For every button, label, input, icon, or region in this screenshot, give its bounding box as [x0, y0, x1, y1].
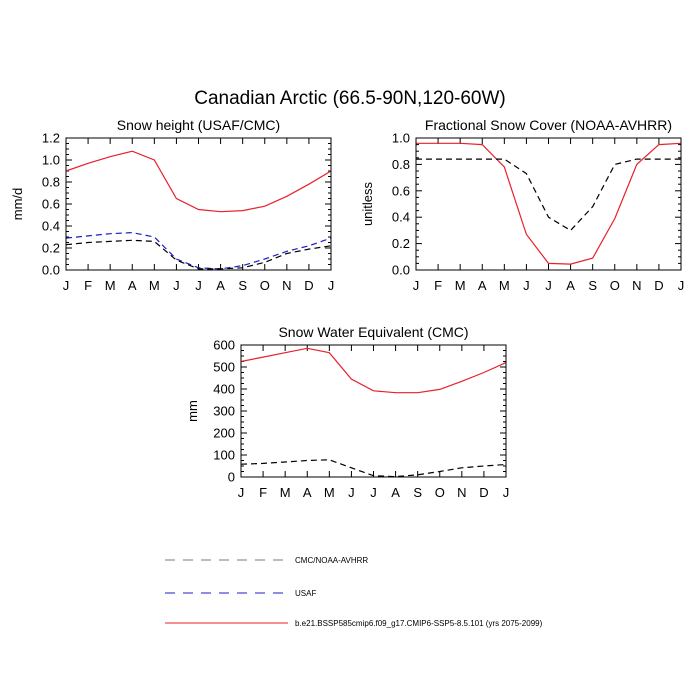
panel-snow-height: Snow height (USAF/CMC) mm/d 0.0 0.2 0.4 0.6 0.… [10, 117, 334, 293]
y-tick-label: 0.8 [42, 175, 60, 190]
x-tick-label: J [173, 278, 180, 293]
x-tick-label: D [304, 278, 313, 293]
y-tick-label: 0.4 [42, 219, 60, 234]
x-tick-label: A [566, 278, 575, 293]
y-tick-label: 0.2 [392, 236, 410, 251]
y-tick-label: 0.6 [392, 183, 410, 198]
y-tick-label: 300 [213, 404, 235, 419]
x-tick-label: J [348, 485, 355, 500]
series-line-b-e21-bssp585cmip6-f09-g [65, 150, 332, 213]
plot-frame [415, 137, 682, 271]
x-tick-label: M [499, 278, 510, 293]
x-tick-label: M [455, 278, 466, 293]
x-tick-label: F [259, 485, 267, 500]
x-tick-label: O [260, 278, 270, 293]
x-tick-label: S [588, 278, 597, 293]
x-tick-label: J [238, 485, 245, 500]
y-tick-label: 1.2 [42, 131, 60, 146]
y-tick-label: 1.0 [42, 153, 60, 168]
plot-frame [240, 344, 507, 478]
x-tick-label: S [238, 278, 247, 293]
panel-fractional-snow-cover: Fractional Snow Cover (NOAA-AVHRR) unitle… [360, 117, 684, 293]
x-tick-label: J [503, 485, 510, 500]
x-tick-label: M [105, 278, 116, 293]
x-tick-label: F [84, 278, 92, 293]
x-tick-label: J [370, 485, 377, 500]
legend: CMC/NOAA-AVHRR USAF b.e21.BSSP585cmip6.f09… [165, 556, 543, 628]
x-tick-label: A [128, 278, 137, 293]
x-tick-label: A [391, 485, 400, 500]
x-tick-label: M [280, 485, 291, 500]
x-tick-label: A [478, 278, 487, 293]
figure-title: Canadian Arctic (66.5-90N,120-60W) [194, 88, 506, 109]
x-tick-label: J [328, 278, 335, 293]
series-line-cmc-noaa-avhrr [416, 158, 681, 232]
series-line-usaf [65, 231, 332, 270]
legend-label: USAF [295, 589, 316, 598]
x-tick-label: M [324, 485, 335, 500]
y-tick-label: 1.0 [392, 131, 410, 146]
panel-title: Snow Water Equivalent (CMC) [278, 324, 468, 340]
y-tick-label: 0.8 [392, 157, 410, 172]
panel-snow-water-equivalent: Snow Water Equivalent (CMC) mm 0 100 200 300 4… [185, 324, 509, 500]
y-axis-label: mm [185, 400, 200, 422]
x-tick-label: J [545, 278, 552, 293]
y-tick-label: 0.6 [42, 197, 60, 212]
y-tick-label: 200 [213, 426, 235, 441]
series-line-b-e21-bssp585cmip6-f09-g [240, 347, 507, 394]
x-tick-label: J [195, 278, 202, 293]
y-axis-label: mm/d [10, 188, 25, 221]
x-tick-label: J [678, 278, 685, 293]
series-line-cmc-noaa-avhrr [65, 239, 332, 270]
x-tick-label: J [63, 278, 70, 293]
panel-title: Snow height (USAF/CMC) [117, 117, 280, 133]
y-tick-label: 0.0 [42, 263, 60, 278]
y-axis-label: unitless [360, 181, 375, 226]
x-tick-label: D [479, 485, 488, 500]
panel-title: Fractional Snow Cover (NOAA-AVHRR) [425, 117, 672, 133]
y-tick-label: 400 [213, 382, 235, 397]
y-tick-label: 0.0 [392, 263, 410, 278]
x-tick-label: A [216, 278, 225, 293]
x-tick-label: N [632, 278, 641, 293]
x-tick-label: N [282, 278, 291, 293]
x-tick-label: O [610, 278, 620, 293]
y-tick-label: 100 [213, 448, 235, 463]
x-tick-label: J [523, 278, 530, 293]
x-tick-label: D [654, 278, 663, 293]
series-line-cmc-noaa-avhrr [240, 459, 507, 478]
y-tick-label: 0.2 [42, 241, 60, 256]
x-tick-label: N [457, 485, 466, 500]
x-tick-label: M [149, 278, 160, 293]
y-tick-label: 0.4 [392, 210, 410, 225]
y-tick-label: 0 [228, 470, 235, 485]
x-tick-label: O [435, 485, 445, 500]
x-tick-label: S [413, 485, 422, 500]
plot-frame [65, 137, 332, 271]
y-tick-label: 500 [213, 360, 235, 375]
x-tick-label: F [434, 278, 442, 293]
legend-label: CMC/NOAA-AVHRR [295, 556, 368, 565]
series-line-b-e21-bssp585cmip6-f09-g [416, 142, 682, 265]
legend-label: b.e21.BSSP585cmip6.f09_g17.CMIP6-SSP5-8.… [295, 619, 543, 628]
x-tick-label: J [413, 278, 420, 293]
y-tick-label: 600 [213, 338, 235, 353]
x-tick-label: A [303, 485, 312, 500]
